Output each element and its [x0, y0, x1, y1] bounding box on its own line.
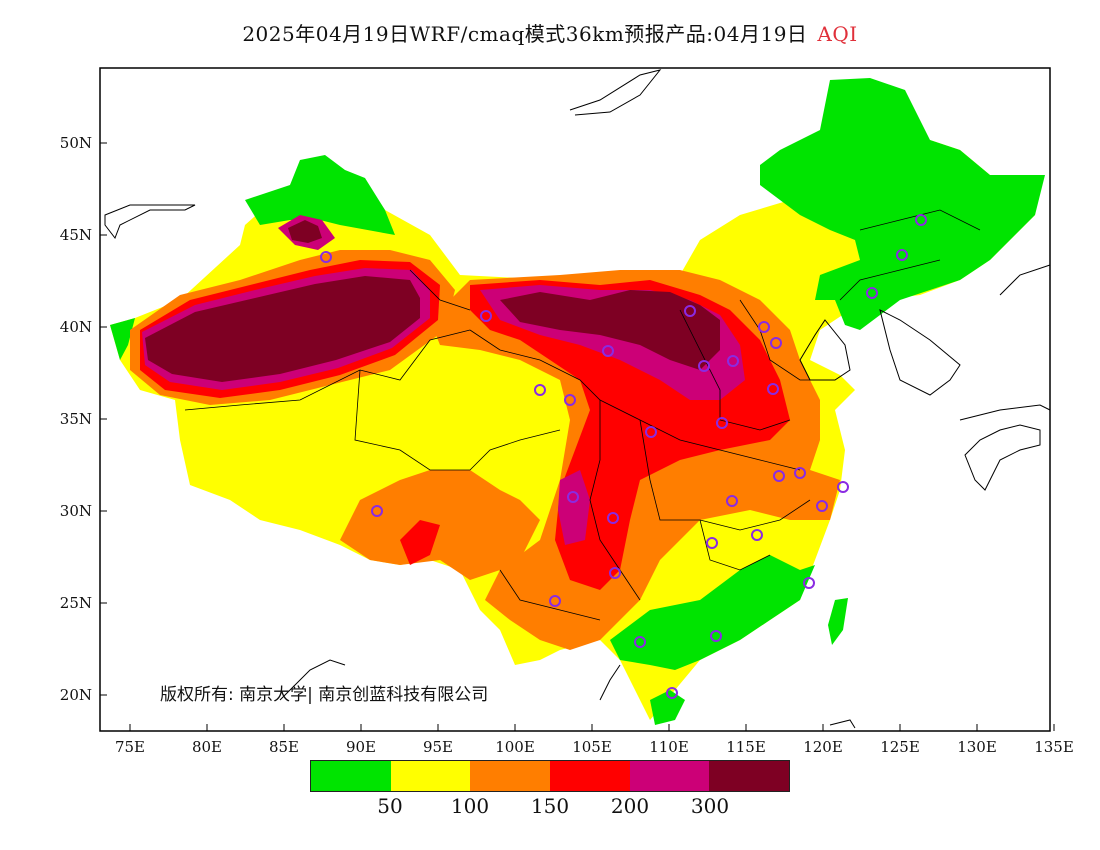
region-green-west	[110, 318, 135, 360]
x-tick-label: 85E	[269, 738, 299, 756]
station-marker	[770, 337, 782, 349]
station-marker	[726, 495, 738, 507]
station-marker	[710, 630, 722, 642]
legend-label: 50	[377, 794, 403, 818]
region-green-northwest	[245, 155, 395, 235]
station-marker	[698, 360, 710, 372]
map-title: 2025年04月19日WRF/cmaq模式36km预报产品:04月19日 AQI	[0, 18, 1100, 47]
station-marker	[773, 470, 785, 482]
y-tick-label: 20N	[60, 686, 92, 704]
station-marker	[567, 491, 579, 503]
legend-color-swatch	[390, 761, 471, 791]
x-tick-label: 130E	[957, 738, 997, 756]
legend-color-swatch	[470, 761, 551, 791]
region-maroon-junggar	[288, 220, 322, 243]
y-tick-label: 45N	[60, 226, 92, 244]
y-tick-label: 30N	[60, 502, 92, 520]
y-tick-label: 25N	[60, 594, 92, 612]
x-tick-label: 75E	[115, 738, 145, 756]
station-marker	[716, 417, 728, 429]
station-marker	[896, 249, 908, 261]
y-tick-label: 35N	[60, 410, 92, 428]
region-magenta-sichuan	[558, 470, 590, 545]
color-legend	[310, 760, 790, 792]
station-marker	[758, 321, 770, 333]
y-tick-label: 50N	[60, 134, 92, 152]
station-marker	[609, 567, 621, 579]
x-axis-ticks: 75E 80E 85E 90E 95E 100E 105E 110E 115E 120E 125E 1…	[115, 724, 1074, 756]
station-marker	[915, 214, 927, 226]
title-text: 2025年04月19日WRF/cmaq模式36km预报产品:04月19日	[242, 22, 808, 46]
region-hainan	[650, 690, 685, 725]
x-tick-label: 95E	[423, 738, 453, 756]
legend-color-swatch	[550, 761, 630, 791]
legend-color-swatch	[311, 761, 391, 791]
station-marker	[751, 529, 763, 541]
station-markers	[320, 214, 927, 699]
region-maroon-gobi	[500, 290, 720, 370]
region-green-south	[610, 555, 815, 670]
station-marker	[816, 500, 828, 512]
x-tick-label: 90E	[346, 738, 376, 756]
region-taiwan	[828, 598, 848, 645]
x-tick-label: 80E	[192, 738, 222, 756]
y-tick-label: 40N	[60, 318, 92, 336]
station-marker	[371, 505, 383, 517]
station-marker	[666, 687, 678, 699]
station-marker	[706, 537, 718, 549]
region-maroon-tarim	[145, 276, 420, 382]
legend-label: 150	[530, 794, 570, 818]
region-green-northeast	[760, 78, 1045, 330]
x-tick-label: 120E	[803, 738, 843, 756]
station-marker	[320, 251, 332, 263]
station-marker	[607, 512, 619, 524]
station-marker	[549, 595, 561, 607]
region-red-tibet	[400, 520, 440, 565]
station-marker	[634, 636, 646, 648]
x-tick-label: 110E	[649, 738, 689, 756]
station-marker	[727, 355, 739, 367]
station-marker	[866, 287, 878, 299]
station-marker	[602, 345, 614, 357]
copyright-text: 版权所有: 南京大学| 南京创蓝科技有限公司	[160, 685, 489, 705]
x-tick-label: 105E	[572, 738, 612, 756]
station-marker	[767, 383, 779, 395]
station-marker	[564, 394, 576, 406]
coastlines	[104, 69, 1051, 729]
station-marker	[684, 305, 696, 317]
x-tick-label: 115E	[726, 738, 766, 756]
x-tick-label: 135E	[1034, 738, 1074, 756]
legend-label: 100	[450, 794, 490, 818]
legend-label: 200	[610, 794, 650, 818]
legend-color-swatch	[709, 761, 790, 791]
title-variable: AQI	[817, 22, 858, 46]
legend-label: 300	[690, 794, 730, 818]
station-marker	[837, 481, 849, 493]
station-marker	[794, 467, 806, 479]
x-tick-label: 125E	[880, 738, 920, 756]
y-axis-ticks: 50N 45N 40N 35N 30N 25N 20N	[60, 134, 107, 704]
station-marker	[534, 384, 546, 396]
station-marker	[645, 426, 657, 438]
x-tick-label: 100E	[495, 738, 535, 756]
station-marker	[480, 310, 492, 322]
legend-color-swatch	[629, 761, 710, 791]
station-marker	[803, 577, 815, 589]
